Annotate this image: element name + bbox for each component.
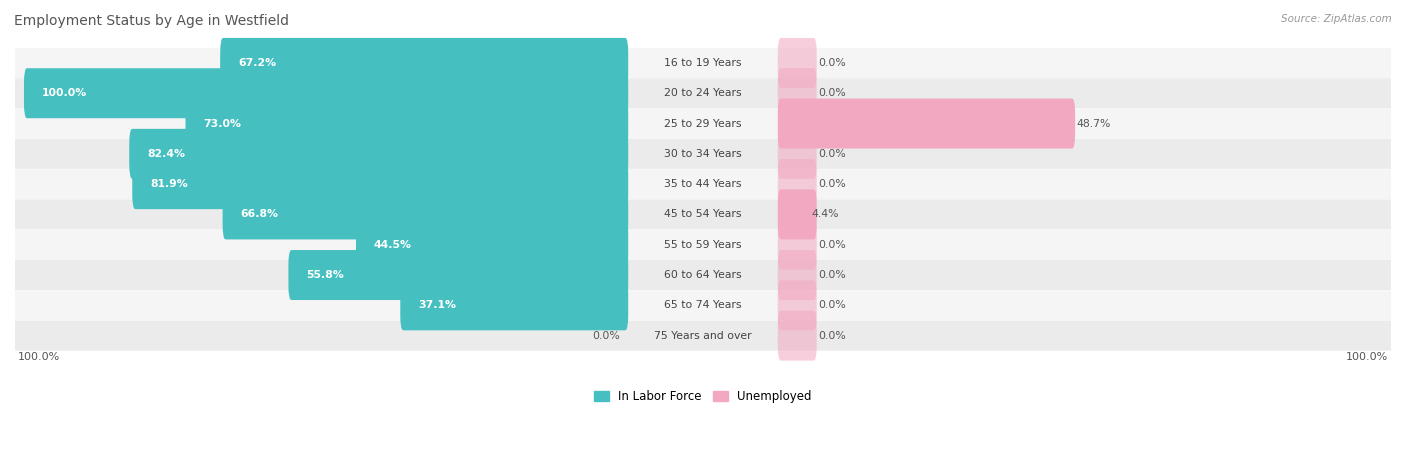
FancyBboxPatch shape [15,260,1391,290]
Text: 66.8%: 66.8% [240,209,278,220]
Text: 0.0%: 0.0% [818,88,846,98]
FancyBboxPatch shape [24,68,628,118]
Text: 75 Years and over: 75 Years and over [654,331,752,341]
FancyBboxPatch shape [129,129,628,179]
Text: 0.0%: 0.0% [818,331,846,341]
Text: 0.0%: 0.0% [818,240,846,250]
Text: Employment Status by Age in Westfield: Employment Status by Age in Westfield [14,14,290,28]
FancyBboxPatch shape [15,109,1391,138]
FancyBboxPatch shape [778,281,817,330]
FancyBboxPatch shape [288,250,628,300]
Text: 67.2%: 67.2% [238,58,276,68]
FancyBboxPatch shape [778,311,817,361]
FancyBboxPatch shape [186,98,628,148]
Text: 0.0%: 0.0% [593,331,620,341]
FancyBboxPatch shape [778,129,817,179]
FancyBboxPatch shape [15,48,1391,78]
Text: 25 to 29 Years: 25 to 29 Years [664,119,742,129]
FancyBboxPatch shape [778,189,817,239]
Text: 0.0%: 0.0% [818,179,846,189]
FancyBboxPatch shape [15,290,1391,320]
Text: 81.9%: 81.9% [150,179,188,189]
FancyBboxPatch shape [778,98,1076,148]
FancyBboxPatch shape [15,169,1391,199]
FancyBboxPatch shape [132,159,628,209]
FancyBboxPatch shape [15,78,1391,108]
Text: 45 to 54 Years: 45 to 54 Years [664,209,742,220]
FancyBboxPatch shape [221,38,628,88]
Text: 20 to 24 Years: 20 to 24 Years [664,88,742,98]
Text: 55.8%: 55.8% [307,270,344,280]
FancyBboxPatch shape [778,159,817,209]
Text: 65 to 74 Years: 65 to 74 Years [664,300,742,310]
Text: 37.1%: 37.1% [418,300,456,310]
Text: 100.0%: 100.0% [1346,352,1388,362]
FancyBboxPatch shape [401,281,628,330]
FancyBboxPatch shape [15,199,1391,230]
Text: 82.4%: 82.4% [148,149,186,159]
FancyBboxPatch shape [222,189,628,239]
Text: 4.4%: 4.4% [811,209,839,220]
Legend: In Labor Force, Unemployed: In Labor Force, Unemployed [589,385,817,408]
Text: 55 to 59 Years: 55 to 59 Years [664,240,742,250]
FancyBboxPatch shape [15,230,1391,260]
Text: 60 to 64 Years: 60 to 64 Years [664,270,742,280]
FancyBboxPatch shape [778,220,817,270]
Text: 0.0%: 0.0% [818,300,846,310]
Text: 0.0%: 0.0% [818,58,846,68]
Text: 44.5%: 44.5% [374,240,412,250]
FancyBboxPatch shape [15,321,1391,350]
Text: 0.0%: 0.0% [818,149,846,159]
Text: 73.0%: 73.0% [204,119,242,129]
Text: 16 to 19 Years: 16 to 19 Years [664,58,742,68]
Text: 100.0%: 100.0% [42,88,87,98]
FancyBboxPatch shape [778,250,817,300]
FancyBboxPatch shape [356,220,628,270]
FancyBboxPatch shape [15,139,1391,169]
Text: 35 to 44 Years: 35 to 44 Years [664,179,742,189]
FancyBboxPatch shape [778,38,817,88]
Text: 0.0%: 0.0% [818,270,846,280]
FancyBboxPatch shape [778,68,817,118]
Text: 100.0%: 100.0% [18,352,60,362]
Text: 30 to 34 Years: 30 to 34 Years [664,149,742,159]
Text: Source: ZipAtlas.com: Source: ZipAtlas.com [1281,14,1392,23]
Text: 48.7%: 48.7% [1077,119,1111,129]
